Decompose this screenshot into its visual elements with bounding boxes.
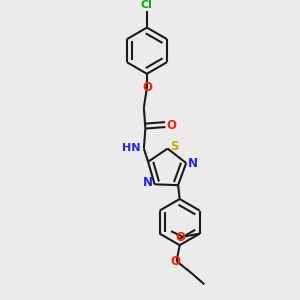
Text: O: O [142, 81, 152, 94]
Text: S: S [170, 140, 178, 153]
Text: Cl: Cl [141, 0, 153, 10]
Text: O: O [167, 119, 176, 132]
Text: O: O [175, 230, 185, 244]
Text: O: O [170, 255, 180, 268]
Text: N: N [143, 176, 153, 189]
Text: N: N [188, 157, 198, 169]
Text: HN: HN [122, 143, 140, 153]
